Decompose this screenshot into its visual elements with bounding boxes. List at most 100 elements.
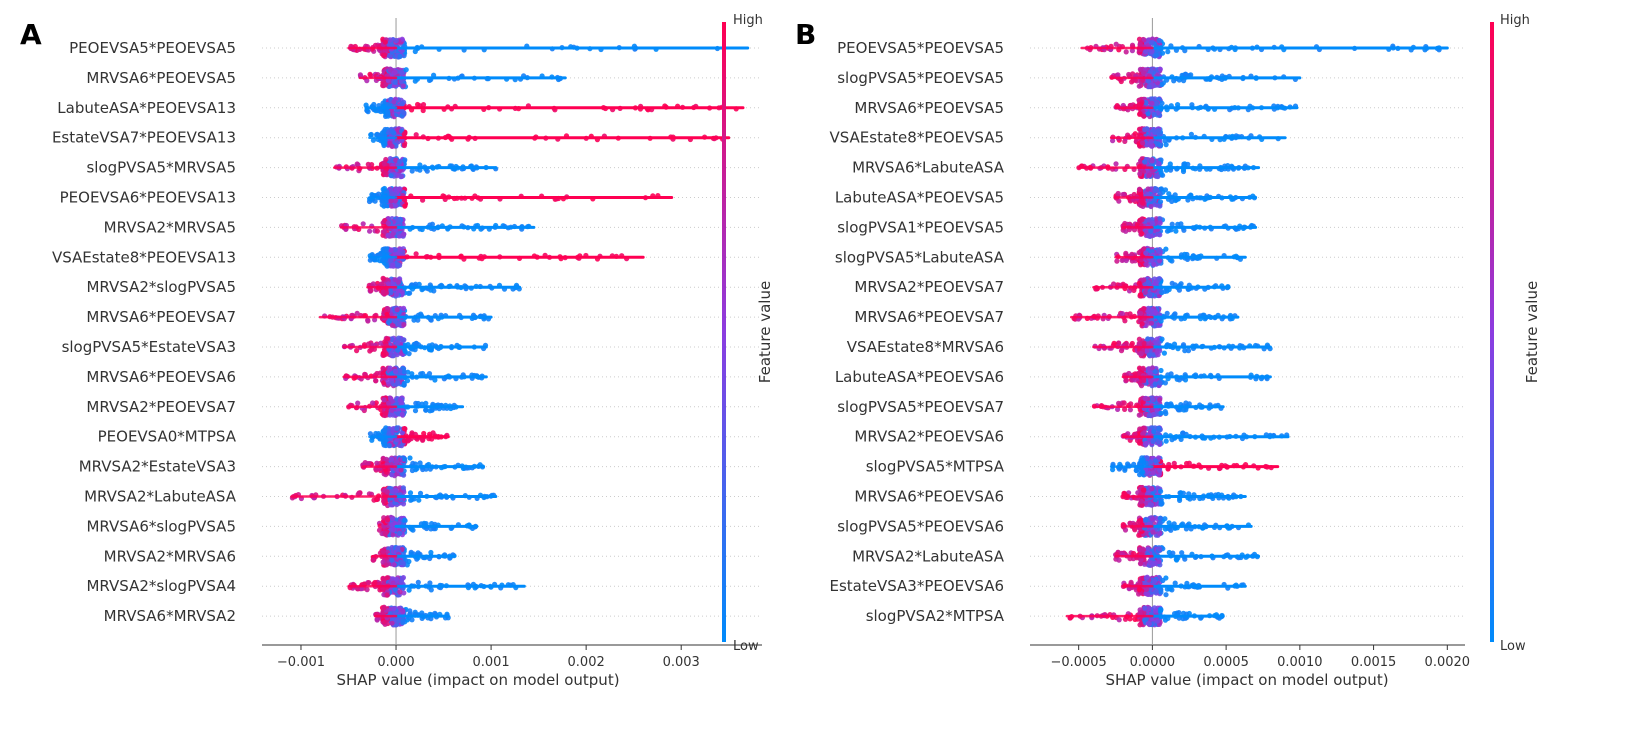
- shap-point: [424, 168, 430, 174]
- beeswarm-row: [366, 275, 522, 299]
- shap-point: [380, 575, 386, 582]
- shap-point: [407, 490, 414, 496]
- shap-point: [1149, 158, 1155, 164]
- shap-point: [374, 460, 380, 466]
- x-tick-label: −0.001: [277, 655, 325, 670]
- shap-point: [1143, 261, 1149, 267]
- shap-point: [381, 161, 387, 167]
- shap-point: [1145, 78, 1152, 84]
- shap-point: [392, 247, 398, 253]
- beeswarm-row: [367, 425, 450, 449]
- shap-point: [393, 37, 399, 44]
- shap-point: [1165, 49, 1171, 55]
- shap-point: [390, 532, 396, 538]
- shap-point: [401, 305, 407, 311]
- beeswarm-row: [370, 544, 457, 568]
- shap-point: [392, 198, 398, 204]
- shap-point: [403, 67, 409, 73]
- shap-point: [1137, 187, 1143, 193]
- shap-point: [1157, 66, 1163, 72]
- shap-point: [391, 99, 397, 105]
- feature-label: MRVSA2*slogPVSA5: [86, 278, 236, 296]
- shap-point: [396, 530, 403, 537]
- shap-point: [381, 347, 388, 353]
- feature-label: MRVSA6*PEOEVSA5: [86, 69, 236, 87]
- shap-point: [388, 198, 394, 204]
- feature-label: slogPVSA5*LabuteASA: [835, 248, 1005, 266]
- shap-point: [1163, 142, 1169, 148]
- shap-point: [1123, 257, 1129, 264]
- shap-point: [396, 335, 402, 341]
- shap-point: [394, 307, 400, 313]
- shap-point: [367, 228, 373, 234]
- beeswarm-row: [360, 455, 486, 479]
- shap-point: [396, 321, 402, 328]
- shap-point: [381, 352, 387, 358]
- shap-point: [368, 287, 374, 294]
- shap-point: [398, 78, 404, 85]
- shap-point: [367, 257, 373, 263]
- shap-point: [1118, 78, 1124, 85]
- shap-point: [1114, 258, 1120, 264]
- x-tick-label: 0.0010: [1277, 655, 1323, 670]
- shap-point: [388, 257, 394, 263]
- shap-point: [1137, 171, 1143, 177]
- beeswarm-row: [341, 335, 489, 359]
- shap-point: [389, 472, 395, 478]
- shap-point: [429, 221, 435, 227]
- shap-point: [1151, 111, 1157, 118]
- shap-point: [1145, 186, 1151, 192]
- panel-label: B: [795, 18, 816, 51]
- beeswarm-row: [1092, 275, 1231, 299]
- beeswarm-row: [342, 365, 488, 389]
- shap-point: [1113, 161, 1119, 167]
- shap-point: [401, 337, 407, 343]
- shap-point: [385, 281, 391, 287]
- beeswarm-row: [366, 185, 674, 209]
- beeswarm-row: [318, 305, 493, 329]
- shap-point: [417, 460, 423, 466]
- shap-point: [382, 170, 388, 176]
- beeswarm-row: [376, 514, 479, 538]
- x-tick-label: 0.001: [472, 655, 509, 670]
- shap-point: [415, 317, 421, 323]
- colorbar-high-label: High: [733, 13, 763, 28]
- shap-point: [370, 400, 376, 406]
- feature-label: LabuteASA*PEOEVSA5: [835, 189, 1004, 207]
- shap-point: [1139, 231, 1145, 237]
- shap-point: [365, 317, 371, 323]
- shap-point: [399, 100, 405, 107]
- shap-point: [385, 232, 391, 238]
- shap-point: [381, 619, 387, 625]
- feature-label: MRVSA2*LabuteASA: [84, 488, 237, 506]
- beeswarm-row: [363, 96, 745, 120]
- x-tick-label: 0.000: [377, 655, 414, 670]
- feature-label: MRVSA2*MRVSA5: [104, 218, 236, 236]
- shap-point: [381, 498, 387, 504]
- shap-point: [423, 400, 429, 406]
- shap-point: [380, 549, 386, 555]
- shap-point: [1123, 49, 1129, 55]
- shap-point: [383, 156, 389, 163]
- shap-point: [383, 456, 389, 462]
- shap-point: [1129, 79, 1135, 85]
- x-axis-label: SHAP value (impact on model output): [336, 671, 619, 689]
- shap-point: [1155, 173, 1161, 180]
- shap-point: [369, 437, 375, 443]
- shap-point: [1152, 129, 1158, 135]
- shap-point: [392, 318, 398, 324]
- x-axis-label: SHAP value (impact on model output): [1105, 671, 1388, 689]
- shap-point: [1137, 66, 1143, 72]
- shap-point: [364, 587, 370, 593]
- shap-point: [1145, 233, 1151, 239]
- beeswarm-row: [1120, 216, 1258, 239]
- feature-label: LabuteASA*PEOEVSA13: [57, 99, 236, 117]
- feature-label: slogPVSA1*PEOEVSA5: [837, 218, 1004, 236]
- shap-point: [381, 605, 387, 611]
- shap-point: [1157, 220, 1163, 226]
- shap-point: [360, 221, 366, 227]
- shap-point: [392, 79, 398, 85]
- shap-point: [370, 137, 376, 143]
